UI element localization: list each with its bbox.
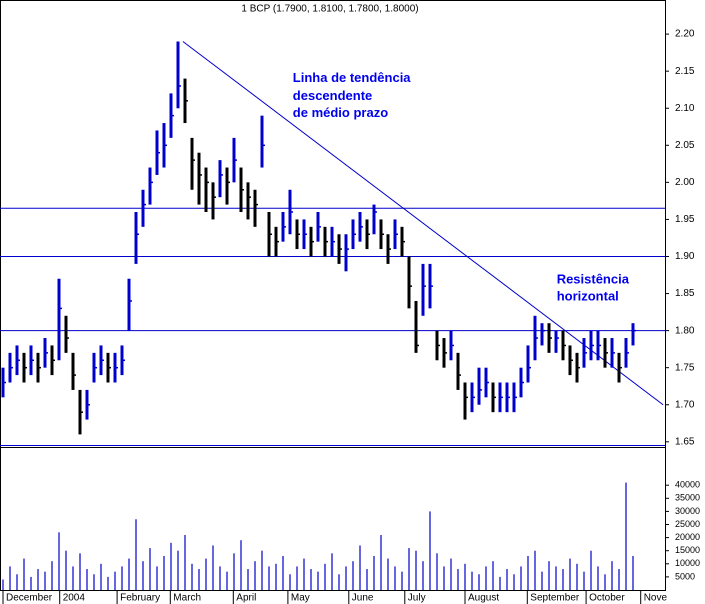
y-tick-label: 2.05 — [675, 140, 695, 151]
y2-tick-label: 40000 — [675, 480, 700, 490]
y2-tick-label: 5000 — [675, 571, 695, 581]
annotation: horizontal — [557, 289, 619, 304]
y2-tick-label: 10000 — [675, 558, 700, 568]
y2-tick-label: 15000 — [675, 545, 700, 555]
x-tick-label: February — [120, 593, 160, 604]
annotation: descendente — [293, 88, 372, 103]
x-tick-label: December — [6, 593, 53, 604]
y-tick-label: 1.85 — [675, 288, 695, 299]
y-tick-label: 1.95 — [675, 214, 695, 225]
x-tick-label: May — [291, 593, 310, 604]
y-tick-label: 1.90 — [675, 251, 695, 262]
chart-title: 1 BCP (1.7900, 1.8100, 1.7800, 1.8000) — [241, 4, 418, 15]
y2-tick-label: 25000 — [675, 519, 700, 529]
y-tick-label: 1.75 — [675, 362, 695, 373]
y-tick-label: 2.15 — [675, 66, 695, 77]
x-tick-label: October — [589, 593, 625, 604]
y2-tick-label: 20000 — [675, 532, 700, 542]
x-tick-label: 2004 — [63, 593, 86, 604]
x-tick-label: March — [173, 593, 201, 604]
x-tick-label: April — [236, 593, 256, 604]
x-tick-label: July — [408, 593, 426, 604]
y-tick-label: 1.65 — [675, 436, 695, 447]
x-tick-label: September — [530, 593, 580, 604]
y-tick-label: 1.80 — [675, 325, 695, 336]
y2-tick-label: 30000 — [675, 506, 700, 516]
annotation: Resistência — [557, 272, 630, 287]
y-tick-label: 2.00 — [675, 177, 695, 188]
annotation: Linha de tendência — [293, 70, 412, 85]
x-tick-label: June — [352, 593, 374, 604]
y-tick-label: 2.20 — [675, 29, 695, 40]
x-tick-label: Nove — [644, 593, 668, 604]
y2-tick-label: 35000 — [675, 493, 700, 503]
annotation: de médio prazo — [293, 105, 388, 120]
y-tick-label: 2.10 — [675, 103, 695, 114]
y-tick-label: 1.70 — [675, 399, 695, 410]
x-tick-label: August — [468, 593, 499, 604]
